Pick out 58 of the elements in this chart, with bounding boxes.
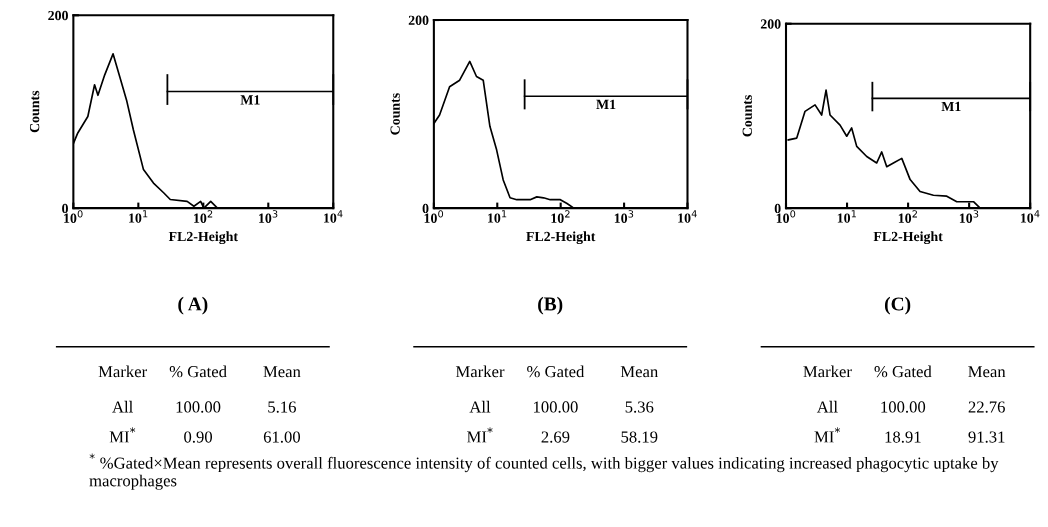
text: 100.00 (176, 401, 221, 413)
text: 5.16 (268, 401, 296, 413)
y-tick-label: 200 (408, 15, 429, 25)
text: % Gated (874, 365, 932, 378)
text: Marker (803, 365, 852, 378)
text: MI$^{*}$ (467, 427, 493, 443)
text: 58.19 (621, 431, 658, 443)
x-tick-label: 10$^{3}$ (614, 210, 634, 223)
x-axis-title: FL2-Height (526, 231, 596, 245)
series-label: M1 (941, 101, 961, 111)
text: 0.90 (184, 431, 213, 443)
x-tick-label: 10$^{4}$ (324, 210, 343, 223)
text: (C) (884, 296, 911, 315)
text: 18.91 (885, 431, 921, 443)
y-tick-label: 200 (760, 19, 781, 29)
x-axis-title: FL2-Height (168, 231, 238, 245)
text: 2.69 (541, 431, 570, 443)
x-tick-label: 10$^{1}$ (129, 210, 148, 223)
text: 22.76 (968, 401, 1005, 413)
text: 5.36 (625, 401, 654, 413)
text: All (816, 400, 838, 413)
series-label: M1 (240, 95, 260, 105)
x-tick-label: 10$^{4}$ (1020, 210, 1040, 223)
x-tick-label: 10$^{1}$ (837, 210, 857, 223)
text: Mean (263, 366, 301, 378)
y-axis-title: Counts (29, 90, 40, 133)
text: 100.00 (881, 401, 926, 413)
text: All (112, 400, 133, 413)
text: MI$^{*}$ (109, 427, 136, 443)
text: 61.00 (263, 431, 301, 443)
text: % Gated (527, 365, 585, 378)
x-tick-label: 10$^{4}$ (678, 210, 697, 223)
text: All (469, 400, 491, 413)
y-axis-title: Counts (742, 95, 752, 137)
y-tick-label: 0 (422, 203, 429, 214)
y-tick-label: 200 (48, 10, 68, 21)
text: Marker (98, 365, 147, 378)
text: % Gated (169, 365, 227, 378)
y-tick-label: 0 (774, 203, 781, 214)
x-axis-title: FL2-Height (873, 231, 943, 245)
x-tick-label: 10$^{3}$ (259, 210, 278, 223)
x-tick-label: 10$^{2}$ (551, 210, 570, 223)
text: MI$^{*}$ (814, 427, 840, 443)
text: Marker (455, 365, 505, 378)
x-tick-label: 10$^{3}$ (959, 210, 979, 223)
x-tick-label: 10$^{2}$ (898, 210, 917, 223)
x-tick-label: 10$^{1}$ (488, 210, 507, 223)
text: $^{*}$ %Gated×Mean represents overall fluorescence intensity of counted cells, with bigger values indicating increased phagocytic uptake by macrophages (89, 453, 999, 490)
text: 100.00 (533, 401, 578, 413)
text: 91.31 (968, 431, 1005, 443)
text: (B) (538, 296, 563, 315)
text: Mean (968, 366, 1006, 378)
series-label: M1 (596, 99, 616, 109)
x-tick-label: 10$^{2}$ (194, 210, 213, 223)
y-axis-title: Counts (390, 93, 400, 135)
y-tick-label: 0 (62, 203, 68, 214)
text: Mean (620, 366, 658, 378)
text: ( A) (178, 296, 208, 315)
